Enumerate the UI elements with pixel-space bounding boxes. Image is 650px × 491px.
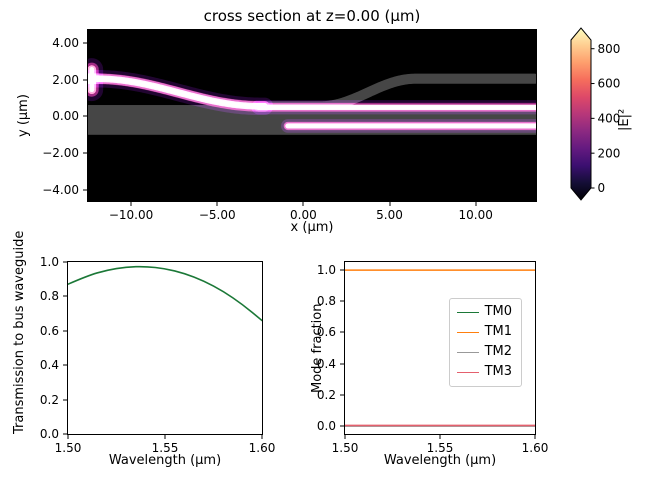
y-tick: [63, 330, 67, 332]
y-tick-label: 0.4: [316, 356, 336, 371]
x-tick-label: 1.55: [151, 441, 179, 455]
legend-label-tm0: TM0: [484, 304, 512, 319]
x-tick: [534, 435, 536, 439]
mode-fraction-xlabel: Wavelength (μm): [383, 453, 497, 468]
y-tick: [83, 115, 87, 117]
colorbar: 0 200 400 600 800: [570, 27, 621, 201]
legend-entry-tm1: TM1: [456, 324, 512, 340]
x-tick: [164, 435, 166, 439]
tm0-line-sample-icon: [456, 311, 479, 313]
legend-entry-tm2: TM2: [456, 344, 512, 360]
colorbar-tick-label: 200: [598, 146, 621, 160]
x-tick: [261, 435, 263, 439]
y-tick-label: 0.8: [316, 294, 336, 309]
legend-entry-tm0: TM0: [456, 304, 512, 320]
y-tick: [340, 363, 344, 365]
y-tick-label: 2.00: [52, 72, 79, 87]
x-tick-label: 1.55: [426, 441, 454, 455]
y-tick: [63, 261, 67, 263]
x-tick: [130, 202, 132, 206]
y-tick-label: 1.0: [316, 262, 336, 277]
y-tick-label: −4.00: [42, 182, 79, 197]
x-tick-label: 1.60: [248, 441, 276, 455]
cross-section-xlabel: x (μm): [290, 220, 334, 235]
mode-fraction-ylabel: Mode fraction: [310, 303, 325, 393]
colorbar-label: |E|²: [617, 108, 632, 132]
x-tick: [389, 202, 391, 206]
y-tick: [63, 364, 67, 366]
cross-section-axes: x (μm) y (μm) −10.00 −5.00 0.00 5.00 10.00 4.…: [16, 29, 537, 235]
y-tick: [83, 189, 87, 191]
colorbar-tick-label: 400: [598, 112, 621, 126]
y-tick-label: 0.6: [316, 325, 336, 340]
y-tick-label: 0.0: [316, 419, 336, 434]
y-tick-label: −2.00: [42, 146, 79, 161]
colorbar-tick-label: 600: [598, 77, 621, 91]
transmission-axes: Wavelength (μm) Transmission to bus wave…: [12, 231, 275, 468]
page-title: cross section at z=0.00 (μm): [203, 7, 421, 25]
legend-label-tm1: TM1: [484, 324, 512, 339]
tm3-line-sample-icon: [456, 371, 479, 373]
x-tick-label: 1.50: [54, 441, 82, 455]
y-tick-label: 0.6: [39, 323, 59, 338]
tm2-line-sample-icon: [456, 351, 479, 353]
y-tick-label: 0.2: [39, 392, 59, 407]
x-tick-label: 1.60: [521, 441, 549, 455]
mode-fraction-axes: Wavelength (μm) Mode fraction TM0 TM1 TM…: [310, 261, 548, 468]
transmission-xlabel: Wavelength (μm): [108, 453, 222, 468]
y-tick: [63, 295, 67, 297]
y-tick-label: 1.0: [39, 255, 59, 269]
x-tick-label: 10.00: [458, 208, 493, 222]
x-tick-label: −5.00: [198, 208, 236, 222]
y-tick: [340, 394, 344, 396]
x-tick: [67, 435, 69, 439]
y-tick-label: 0.2: [316, 387, 336, 402]
y-tick: [63, 399, 67, 401]
y-tick-label: 0.8: [39, 289, 59, 304]
transmission-plot: [68, 262, 262, 434]
x-tick: [439, 435, 441, 439]
legend-label-tm2: TM2: [484, 344, 512, 359]
y-tick: [63, 433, 67, 435]
legend-label-tm3: TM3: [484, 364, 512, 379]
y-tick: [83, 79, 87, 81]
field-heatmap: [88, 30, 536, 201]
x-tick-label: 0.00: [290, 208, 317, 222]
y-tick: [83, 42, 87, 44]
colorbar-bar: [570, 27, 592, 201]
y-tick: [340, 425, 344, 427]
transmission-ylabel: Transmission to bus waveguide: [12, 230, 27, 434]
y-tick: [340, 269, 344, 271]
legend: TM0 TM1 TM2 TM3: [448, 298, 522, 387]
x-tick: [475, 202, 477, 206]
x-tick: [302, 202, 304, 206]
y-tick-label: 0.00: [52, 109, 79, 124]
x-tick-label: 1.50: [331, 441, 359, 455]
x-tick: [216, 202, 218, 206]
y-tick-label: 4.00: [52, 35, 79, 50]
y-tick: [340, 331, 344, 333]
x-tick-label: 5.00: [376, 208, 403, 222]
x-tick: [344, 435, 346, 439]
cross-section-ylabel: y (μm): [16, 94, 31, 137]
tm1-line-sample-icon: [456, 331, 479, 333]
y-tick: [83, 152, 87, 154]
colorbar-tick-label: 0: [598, 181, 606, 195]
y-tick: [340, 300, 344, 302]
colorbar-tick-label: 800: [598, 42, 621, 56]
y-tick-label: 0.0: [39, 427, 59, 441]
x-tick-label: −10.00: [108, 208, 154, 222]
legend-entry-tm3: TM3: [456, 364, 512, 380]
y-tick-label: 0.4: [39, 358, 59, 373]
